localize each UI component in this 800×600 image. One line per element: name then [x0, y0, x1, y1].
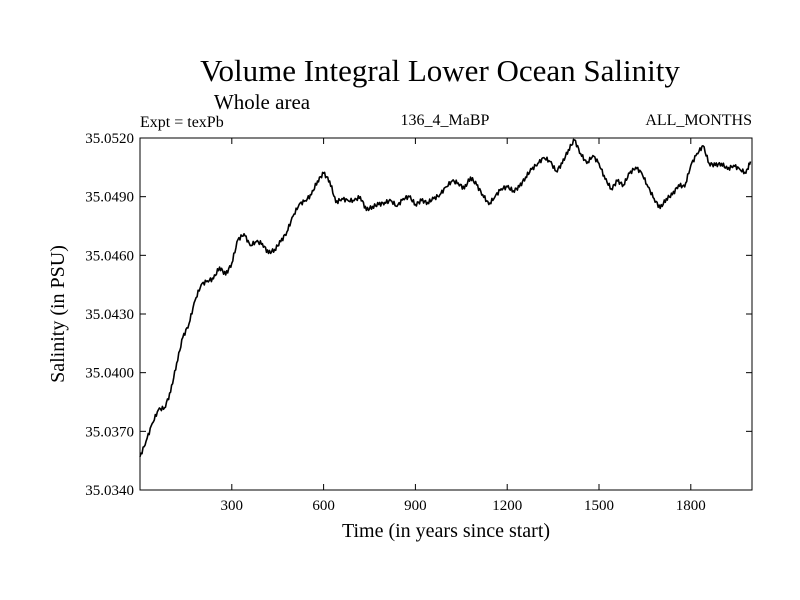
chart-title: Volume Integral Lower Ocean Salinity: [200, 53, 680, 88]
x-tick-label: 900: [404, 498, 427, 514]
x-tick-label: 1500: [584, 498, 614, 514]
x-tick-label: 600: [312, 498, 335, 514]
y-tick-label: 35.0400: [85, 366, 134, 382]
y-tick-label: 35.0430: [85, 307, 134, 323]
months-label: ALL_MONTHS: [645, 112, 752, 129]
y-tick-label: 35.0520: [85, 131, 134, 147]
experiment-label: Expt = texPb: [140, 114, 224, 131]
x-axis-ticks: 300 600 900 1200 1500 1800: [221, 138, 706, 514]
run-label: 136_4_MaBP: [401, 112, 490, 129]
series-layer: [139, 138, 752, 458]
series-line: [139, 138, 752, 458]
y-tick-label: 35.0340: [85, 483, 134, 499]
y-axis-ticks: 35.0340 35.0370 35.0400 35.0430 35.0460 35.04…: [85, 131, 752, 499]
plot-frame: [139, 137, 753, 491]
x-tick-label: 1800: [676, 498, 706, 514]
x-tick-label: 300: [221, 498, 244, 514]
x-axis-label: Time (in years since start): [342, 520, 550, 542]
y-axis-label: Salinity (in PSU): [47, 245, 69, 383]
chart-subtitle: Whole area: [214, 90, 311, 114]
x-tick-label: 1200: [492, 498, 522, 514]
y-tick-label: 35.0460: [85, 248, 134, 264]
y-tick-label: 35.0370: [85, 424, 134, 440]
y-tick-label: 35.0490: [85, 190, 134, 206]
